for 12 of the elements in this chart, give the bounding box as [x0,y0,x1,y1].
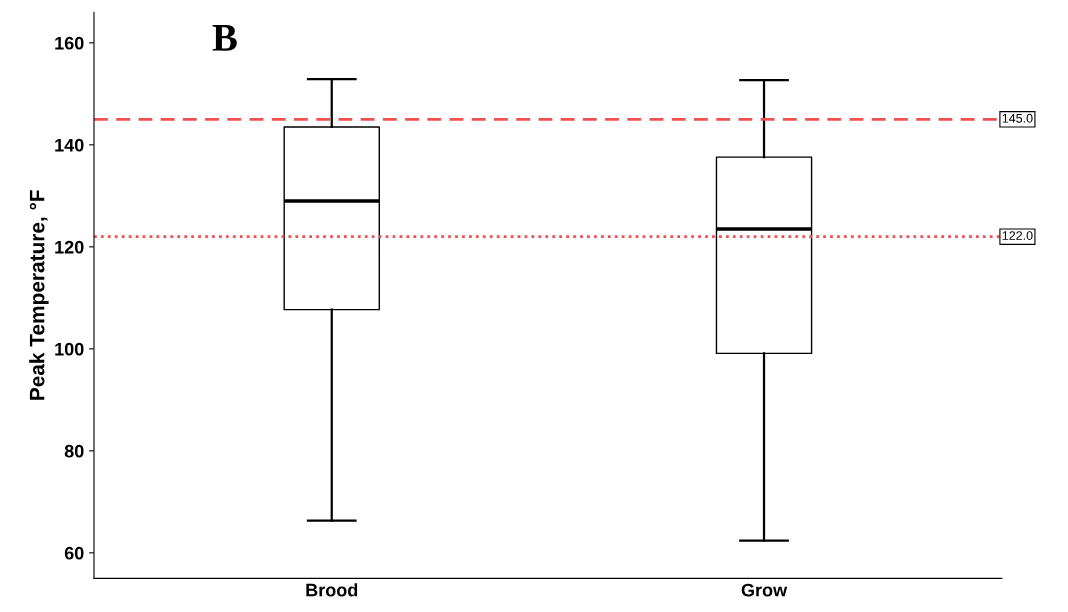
y-tick-label: 120 [55,240,84,254]
x-tick-label: Brood [306,583,358,597]
y-axis-title: Peak Temperature, °F [29,190,49,400]
y-tick-label: 60 [64,546,84,560]
y-tick-label: 80 [64,444,84,458]
y-tick-label: 100 [55,342,84,356]
x-tick-label: Grow [741,583,788,597]
ref-line-label: 145.0 [1002,113,1033,123]
ref-line-label: 122.0 [1002,231,1033,240]
y-tick-label: 160 [55,36,84,50]
annotation: B [212,25,237,51]
y-tick-label: 140 [55,138,84,152]
